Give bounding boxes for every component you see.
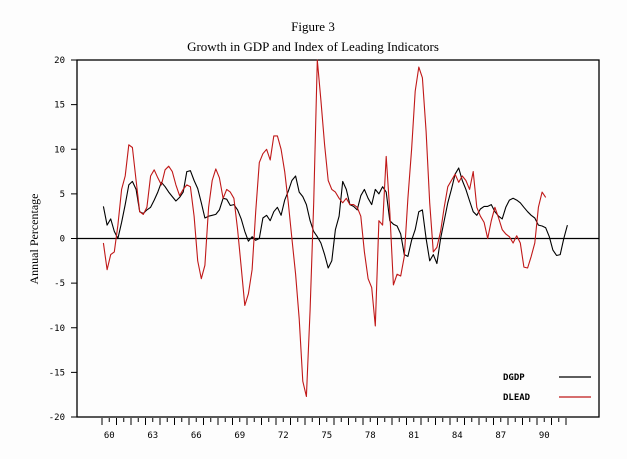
x-tick-label: 63 — [147, 431, 158, 441]
y-tick-label: 15 — [54, 101, 65, 111]
series-line-dgdp — [102, 167, 568, 269]
y-tick-label: 10 — [54, 145, 65, 155]
legend-label-dgdp: DGDP — [503, 373, 525, 383]
x-tick-label: 90 — [539, 431, 550, 441]
x-tick-label: 84 — [452, 431, 463, 441]
y-tick-label: 20 — [54, 56, 65, 66]
y-tick-label: -20 — [49, 413, 65, 423]
legend: DGDP DLEAD — [503, 373, 591, 403]
y-tick-label: -10 — [49, 324, 65, 334]
legend-label-dlead: DLEAD — [503, 393, 531, 403]
x-tick-label: 72 — [278, 431, 289, 441]
y-axis-label: Annual Percentage — [27, 194, 41, 285]
y-tick-label: -15 — [49, 368, 65, 378]
x-tick-label: 81 — [408, 431, 419, 441]
y-axis: 20 15 10 5 0 -5 -10 -15 -20 — [49, 56, 77, 423]
x-tick-label: 60 — [104, 431, 115, 441]
chart-subtitle: Growth in GDP and Index of Leading Indic… — [187, 39, 439, 54]
series-line-dlead — [102, 59, 547, 398]
x-axis: 60 63 66 69 72 75 78 81 84 87 90 — [101, 418, 567, 441]
y-tick-label: 5 — [60, 190, 65, 200]
x-tick-label: 66 — [191, 431, 202, 441]
series-group — [102, 59, 568, 398]
chart-title: Figure 3 — [291, 19, 335, 34]
y-tick-label: 0 — [60, 235, 65, 245]
x-tick-label: 69 — [234, 431, 245, 441]
x-tick-label: 75 — [321, 431, 332, 441]
x-tick-label: 78 — [365, 431, 376, 441]
y-tick-label: -5 — [54, 279, 65, 289]
x-tick-label: 87 — [495, 431, 506, 441]
